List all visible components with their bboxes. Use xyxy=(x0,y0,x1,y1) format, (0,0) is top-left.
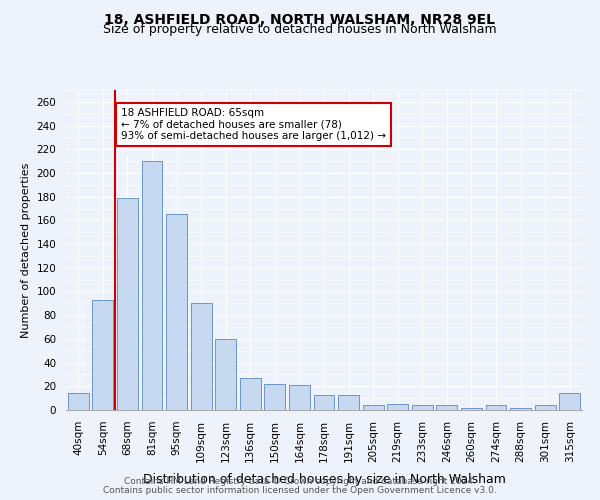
Bar xyxy=(240,378,261,410)
Y-axis label: Number of detached properties: Number of detached properties xyxy=(21,162,31,338)
Text: Contains public sector information licensed under the Open Government Licence v3: Contains public sector information licen… xyxy=(103,486,497,495)
Bar xyxy=(559,394,580,410)
Bar xyxy=(436,406,457,410)
Bar xyxy=(92,300,113,410)
Text: Size of property relative to detached houses in North Walsham: Size of property relative to detached ho… xyxy=(103,22,497,36)
X-axis label: Distribution of detached houses by size in North Walsham: Distribution of detached houses by size … xyxy=(143,473,505,486)
Bar xyxy=(166,214,187,410)
Bar xyxy=(461,408,482,410)
Bar xyxy=(68,394,89,410)
Bar xyxy=(191,304,212,410)
Bar xyxy=(314,394,334,410)
Bar xyxy=(362,406,383,410)
Bar xyxy=(387,404,408,410)
Bar xyxy=(338,394,359,410)
Bar xyxy=(117,198,138,410)
Bar xyxy=(510,408,531,410)
Bar xyxy=(265,384,286,410)
Bar xyxy=(485,406,506,410)
Text: 18 ASHFIELD ROAD: 65sqm
← 7% of detached houses are smaller (78)
93% of semi-det: 18 ASHFIELD ROAD: 65sqm ← 7% of detached… xyxy=(121,108,386,141)
Text: Contains HM Land Registry data © Crown copyright and database right 2024.: Contains HM Land Registry data © Crown c… xyxy=(124,477,476,486)
Bar xyxy=(142,161,163,410)
Bar xyxy=(289,385,310,410)
Bar xyxy=(535,406,556,410)
Bar xyxy=(412,406,433,410)
Bar xyxy=(215,339,236,410)
Text: 18, ASHFIELD ROAD, NORTH WALSHAM, NR28 9EL: 18, ASHFIELD ROAD, NORTH WALSHAM, NR28 9… xyxy=(104,12,496,26)
